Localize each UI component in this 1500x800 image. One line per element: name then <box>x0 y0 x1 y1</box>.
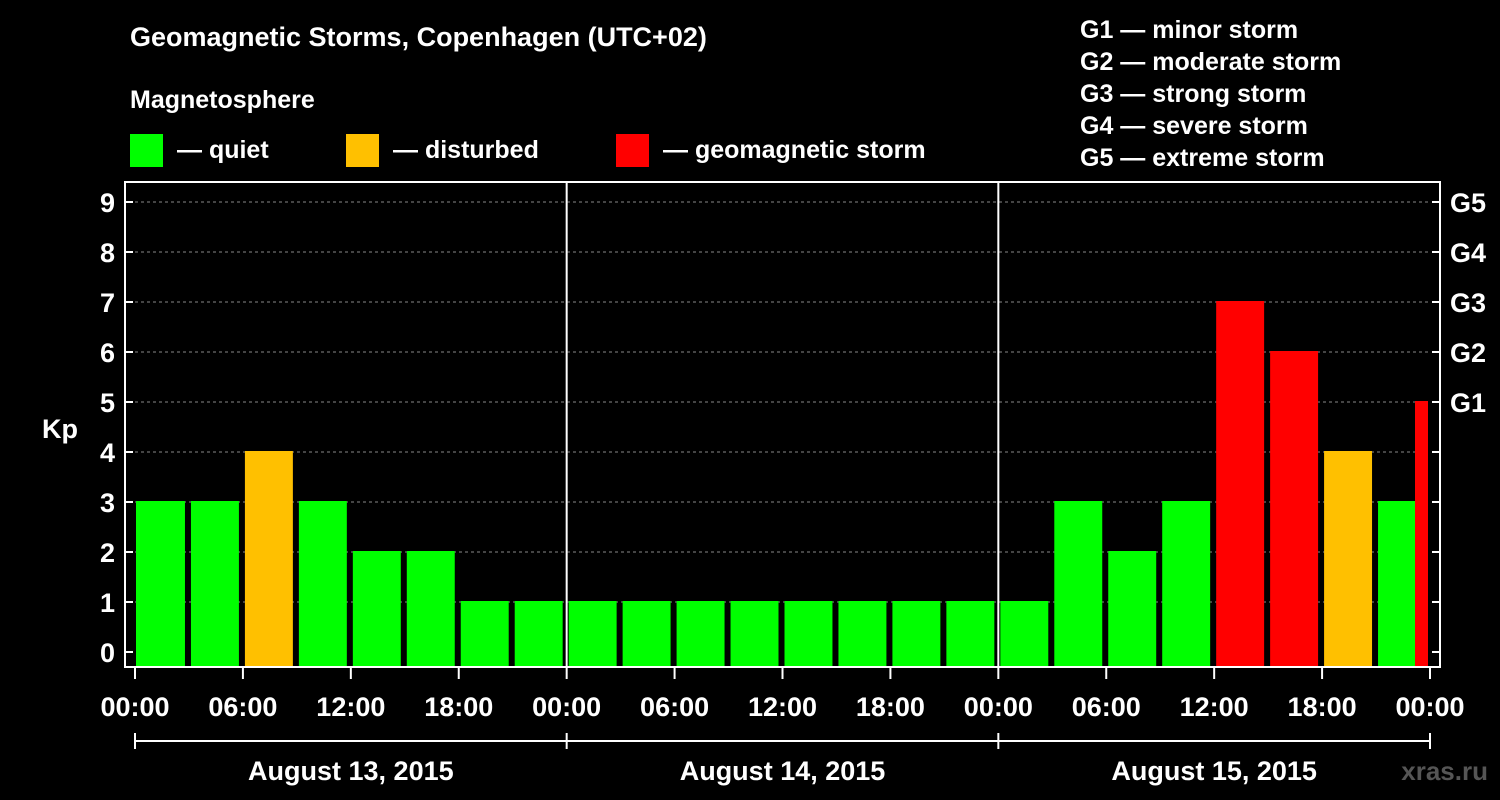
kp-bar <box>514 601 563 667</box>
kp-bar <box>406 551 455 667</box>
kp-bar <box>1270 351 1319 667</box>
legend-storm-label: — geomagnetic storm <box>663 135 926 164</box>
x-tick-label: 12:00 <box>1180 692 1249 722</box>
g-scale-legend: G1 — minor storm G2 — moderate storm G3 … <box>1080 14 1341 174</box>
x-tick-label: 00:00 <box>1395 692 1464 722</box>
kp-bar <box>190 501 239 667</box>
kp-bar <box>1324 451 1373 667</box>
kp-bar <box>1162 501 1211 667</box>
kp-bar <box>1054 501 1103 667</box>
day-label: August 14, 2015 <box>680 756 886 786</box>
x-tick-label: 00:00 <box>964 692 1033 722</box>
g-scale-label: G3 <box>1450 288 1486 318</box>
kp-bar <box>298 501 347 667</box>
kp-bar <box>1415 401 1428 667</box>
x-tick-label: 00:00 <box>532 692 601 722</box>
legend-disturbed-label: — disturbed <box>393 135 539 164</box>
kp-bar <box>622 601 671 667</box>
g-legend-item: G2 — moderate storm <box>1080 48 1342 76</box>
kp-bar <box>946 601 995 667</box>
kp-bar <box>136 501 185 667</box>
kp-bar <box>1216 301 1265 667</box>
legend-disturbed: — disturbed <box>346 133 539 167</box>
y-tick-label: 4 <box>100 438 115 468</box>
day-label: August 13, 2015 <box>248 756 454 786</box>
x-tick-label: 12:00 <box>748 692 817 722</box>
kp-bar <box>568 601 617 667</box>
g-scale-label: G5 <box>1450 188 1486 218</box>
x-tick-label: 00:00 <box>100 692 169 722</box>
magnetosphere-heading: Magnetosphere <box>130 86 315 114</box>
kp-bar <box>1108 551 1157 667</box>
g-legend-item: G3 — strong storm <box>1080 80 1307 108</box>
g-scale-label: G2 <box>1450 338 1486 368</box>
legend-storm: — geomagnetic storm <box>616 133 926 167</box>
y-tick-label: 7 <box>100 288 115 318</box>
g-scale-label: G4 <box>1450 238 1486 268</box>
g-legend-item: G5 — extreme storm <box>1080 144 1325 172</box>
kp-bar <box>352 551 401 667</box>
legend-storm-swatch <box>616 133 649 167</box>
x-tick-label: 18:00 <box>1288 692 1357 722</box>
y-tick-label: 3 <box>100 488 115 518</box>
kp-bar <box>244 451 293 667</box>
g-legend-item: G1 — minor storm <box>1080 16 1299 44</box>
y-tick-label: 5 <box>100 388 115 418</box>
y-tick-label: 9 <box>100 188 115 218</box>
x-tick-label: 06:00 <box>208 692 277 722</box>
kp-bar <box>460 601 509 667</box>
x-tick-label: 06:00 <box>1072 692 1141 722</box>
y-tick-label: 2 <box>100 538 115 568</box>
day-label: August 15, 2015 <box>1111 756 1317 786</box>
x-tick-label: 18:00 <box>856 692 925 722</box>
y-tick-label: 6 <box>100 338 115 368</box>
kp-bar <box>838 601 887 667</box>
legend-quiet-swatch <box>130 133 163 167</box>
kp-bar <box>676 601 725 667</box>
x-tick-label: 18:00 <box>424 692 493 722</box>
legend-quiet: — quiet <box>130 133 269 167</box>
x-tick-label: 12:00 <box>316 692 385 722</box>
y-axis-label: Kp <box>42 414 78 444</box>
legend-quiet-label: — quiet <box>177 135 269 164</box>
kp-bar <box>1000 601 1049 667</box>
kp-bar <box>784 601 833 667</box>
legend-disturbed-swatch <box>346 133 379 167</box>
y-tick-label: 1 <box>100 588 115 618</box>
watermark: xras.ru <box>1401 756 1488 786</box>
kp-bar <box>892 601 941 667</box>
x-tick-label: 06:00 <box>640 692 709 722</box>
kp-bar <box>730 601 779 667</box>
g-legend-item: G4 — severe storm <box>1080 112 1308 140</box>
g-scale-label: G1 <box>1450 388 1486 418</box>
y-tick-label: 8 <box>100 238 115 268</box>
chart-title: Geomagnetic Storms, Copenhagen (UTC+02) <box>130 22 707 52</box>
y-tick-label: 0 <box>100 638 115 668</box>
